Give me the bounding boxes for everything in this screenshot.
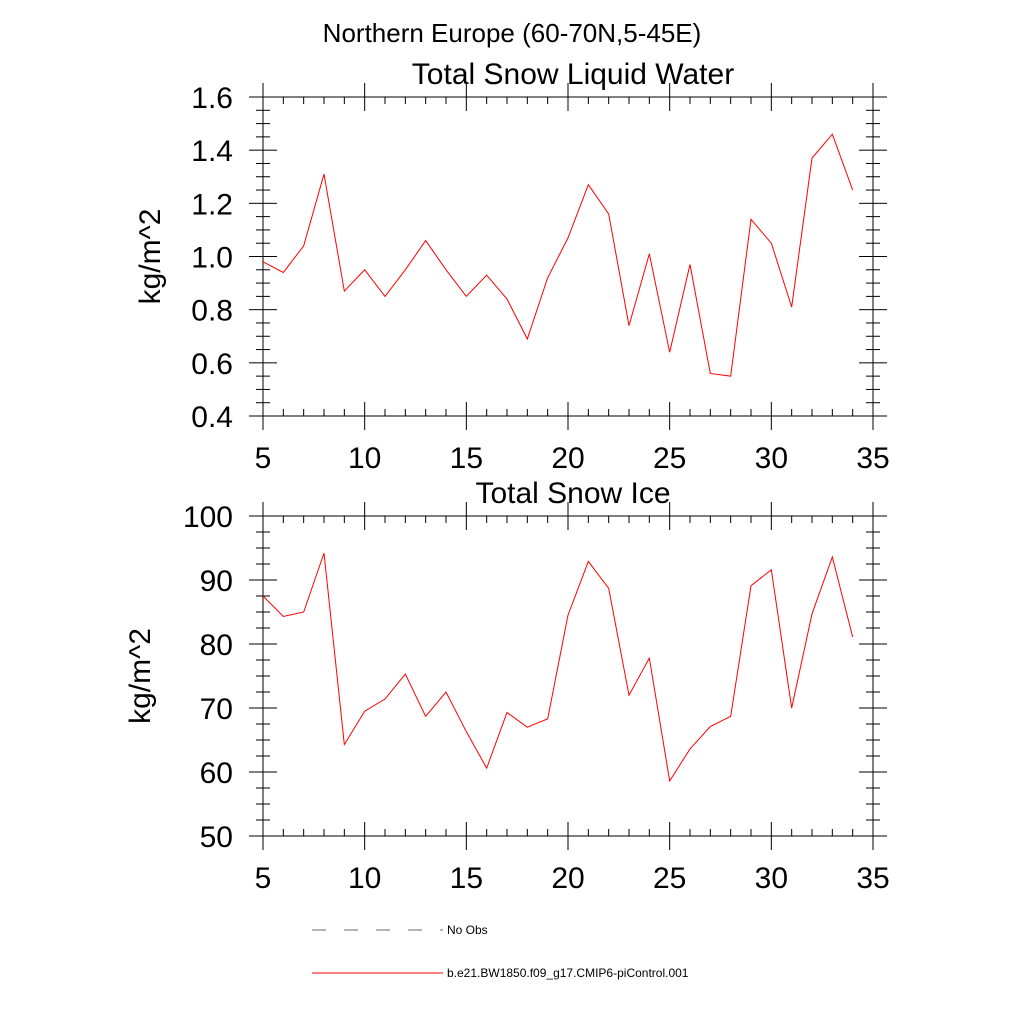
y-axis-label: kg/m^2 [124,628,157,724]
y-tick-label: 1.2 [191,188,233,221]
legend-label: No Obs [447,923,488,937]
y-tick-label: 70 [200,693,233,726]
y-tick-label: 1.0 [191,242,233,275]
legend-item: No Obs [312,923,488,937]
y-tick-label: 50 [200,821,233,854]
chart-panels: Total Snow Liquid Water 5 10 15 20 25 30 35 0.4 0… [124,58,890,895]
x-tick-label: 5 [255,862,272,895]
legend-item: b.e21.BW1850.f09_g17.CMIP6-piControl.001 [312,966,689,980]
y-tick-label: 0.6 [191,348,233,381]
legend: No Obs b.e21.BW1850.f09_g17.CMIP6-piContr… [312,923,689,980]
chart-panel-1: Total Snow Liquid Water 5 10 15 20 25 30 35 0.4 0… [134,58,890,475]
chart-title: Total Snow Ice [475,477,670,510]
x-tick-label: 10 [348,862,381,895]
legend-label: b.e21.BW1850.f09_g17.CMIP6-piControl.001 [447,966,689,980]
y-tick-label: 1.4 [191,135,233,168]
x-tick-label: 30 [755,862,788,895]
series-line [262,133,854,377]
x-tick-label: 30 [755,442,788,475]
x-tick-label: 10 [348,442,381,475]
x-tick-label: 35 [856,862,889,895]
y-tick-label: 80 [200,629,233,662]
x-tick-label: 25 [653,862,686,895]
y-tick-label: 1.6 [191,82,233,115]
x-tick-label: 35 [856,442,889,475]
chart-title: Total Snow Liquid Water [412,58,734,91]
series-line [262,552,854,783]
x-tick-label: 20 [551,442,584,475]
y-tick-label: 60 [200,757,233,790]
figure-suptitle: Northern Europe (60-70N,5-45E) [323,18,702,48]
chart-panel-2: Total Snow Ice 5 10 15 20 25 30 35 50 60 70 80 90 100… [124,477,890,895]
y-axis-label: kg/m^2 [134,209,167,305]
y-tick-label: 90 [200,565,233,598]
y-tick-label: 0.4 [191,401,233,434]
y-tick-label: 0.8 [191,295,233,328]
x-tick-label: 25 [653,442,686,475]
x-tick-label: 15 [450,862,483,895]
x-tick-label: 20 [551,862,584,895]
plot-frame [262,515,874,837]
plot-frame [262,96,874,417]
x-tick-label: 5 [255,442,272,475]
y-tick-label: 100 [183,501,233,534]
x-tick-label: 15 [450,442,483,475]
